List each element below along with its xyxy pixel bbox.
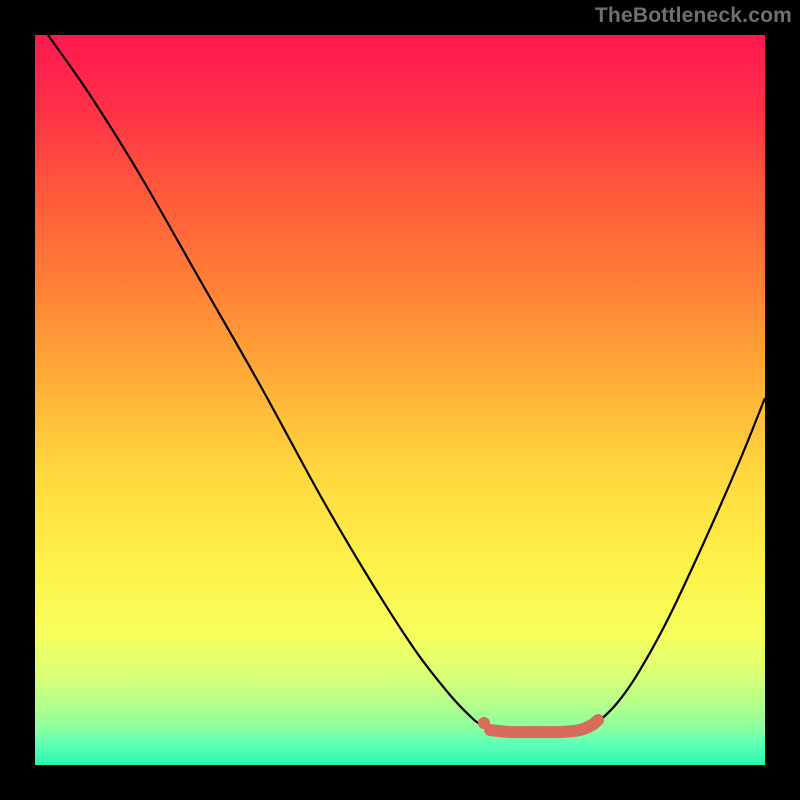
plot-area xyxy=(35,35,765,765)
optimal-point-marker xyxy=(478,717,490,729)
chart-svg xyxy=(0,0,800,800)
bottleneck-chart: TheBottleneck.com xyxy=(0,0,800,800)
watermark-text: TheBottleneck.com xyxy=(595,4,792,28)
